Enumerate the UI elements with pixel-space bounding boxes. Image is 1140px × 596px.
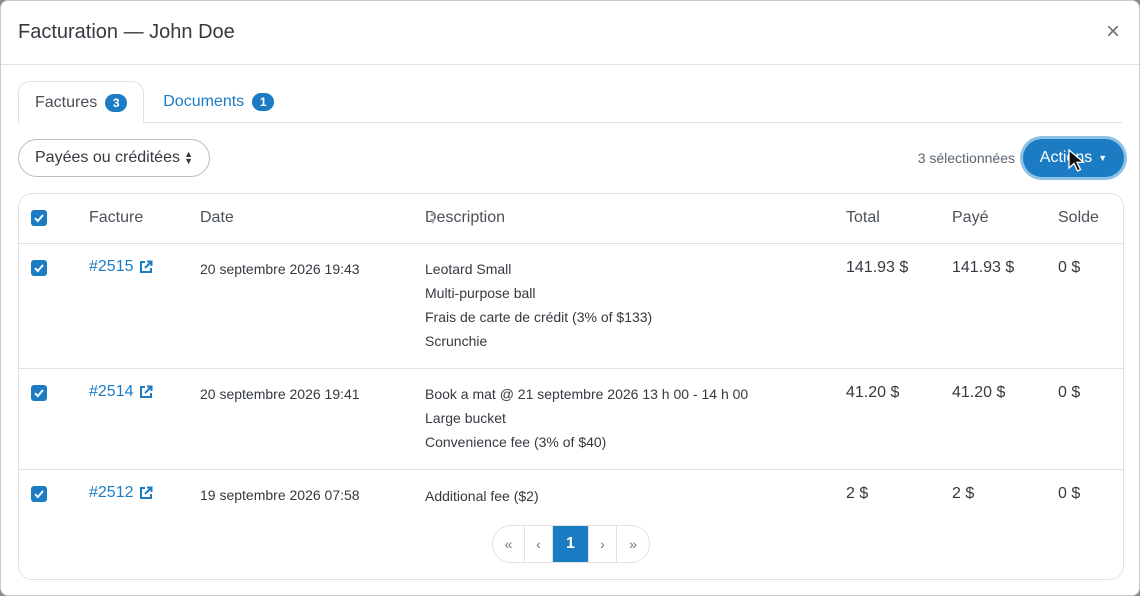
table-row: #2512 19 septembre 2026 07:58 Additional… [19, 469, 1123, 519]
paid-amount: 41.20 $ [952, 383, 1006, 401]
date-cell: 20 septembre 2026 19:43 [200, 243, 425, 369]
pagination-page-current[interactable]: 1 [553, 526, 589, 562]
total-cell: 41.20 $ [846, 368, 952, 470]
invoice-number: #2514 [89, 382, 134, 400]
row-checkbox-cell [19, 243, 89, 369]
description-line: Leotard Small [425, 260, 512, 277]
table-header-row: Facture Date ▲ ▼ Description Total Payé S… [19, 194, 1123, 244]
column-header-description: Description [425, 194, 846, 244]
description-cell: Additional fee ($2) [425, 469, 846, 519]
description-line: Convenience fee (3% of $40) [425, 433, 607, 450]
paid-cell: 2 $ [952, 469, 1058, 519]
check-icon [34, 489, 44, 498]
column-header-total: Total [846, 194, 952, 244]
total-cell: 141.93 $ [846, 243, 952, 369]
external-link-icon [139, 486, 152, 499]
description-line: Scrunchie [425, 332, 488, 349]
invoice-date: 20 septembre 2026 19:41 [200, 385, 360, 402]
tab-documents[interactable]: Documents 1 [146, 81, 291, 123]
pagination-first[interactable]: « [493, 526, 525, 562]
invoice-date: 19 septembre 2026 07:58 [200, 486, 360, 503]
description-line: Multi-purpose ball [425, 284, 536, 301]
invoice-link[interactable]: #2514 [89, 383, 153, 401]
invoice-cell: #2512 [89, 469, 200, 519]
selected-count: 3 sélectionnées [917, 150, 1015, 166]
balance-cell: 0 $ [1058, 243, 1123, 369]
balance-amount: 0 $ [1058, 258, 1081, 276]
description-line: Frais de carte de crédit (3% of $133) [425, 308, 653, 325]
invoice-cell: #2514 [89, 368, 200, 470]
invoice-date: 20 septembre 2026 19:43 [200, 260, 360, 277]
row-checkbox-cell [19, 368, 89, 470]
paid-cell: 41.20 $ [952, 368, 1058, 470]
description-line: Large bucket [425, 409, 506, 426]
description-cell: Book a mat @ 21 septembre 2026 13 h 00 -… [425, 368, 846, 470]
check-icon [34, 263, 44, 272]
pagination: « ‹ 1 › » [492, 525, 650, 563]
sort-caret-icon: ▲ ▼ [184, 149, 193, 166]
column-header-label: Date [200, 209, 234, 227]
total-amount: 41.20 $ [846, 383, 900, 401]
description-cell: Leotard Small Multi-purpose ball Frais d… [425, 243, 846, 369]
pagination-prev[interactable]: ‹ [525, 526, 553, 562]
tab-label: Factures [35, 93, 98, 111]
close-icon[interactable]: × [1105, 18, 1120, 45]
table-row: #2515 20 septembre 2026 19:43 Leotard Sm… [19, 243, 1123, 369]
mouse-cursor-icon [1068, 149, 1086, 172]
column-header-paid: Payé [952, 194, 1058, 244]
pagination-next[interactable]: › [589, 526, 617, 562]
description-line: Book a mat @ 21 septembre 2026 13 h 00 -… [425, 385, 749, 402]
select-all-cell [19, 194, 89, 244]
select-all-checkbox[interactable] [31, 209, 47, 226]
row-checkbox[interactable] [31, 485, 47, 502]
pagination-last[interactable]: » [629, 536, 637, 552]
external-link-icon [139, 260, 152, 273]
filter-value: Payées ou créditées [35, 149, 180, 166]
modal-title: Facturation — John Doe [18, 21, 235, 43]
invoice-number: #2512 [89, 483, 134, 501]
check-icon [34, 214, 44, 223]
invoice-link[interactable]: #2515 [89, 258, 153, 276]
balance-cell: 0 $ [1058, 368, 1123, 470]
tab-label: Documents [163, 93, 245, 110]
balance-cell: 0 $ [1058, 469, 1123, 519]
date-cell: 20 septembre 2026 19:41 [200, 368, 425, 470]
sort-icon: ▲ ▼ [428, 208, 438, 227]
external-link-icon [139, 385, 152, 398]
row-checkbox[interactable] [31, 384, 47, 401]
invoice-link[interactable]: #2512 [89, 484, 153, 502]
invoices-table: Facture Date ▲ ▼ Description Total Payé S… [19, 194, 1123, 519]
balance-amount: 0 $ [1058, 383, 1081, 401]
column-header-date[interactable]: Date ▲ ▼ [200, 194, 437, 244]
balance-amount: 0 $ [1058, 484, 1081, 502]
column-header-balance: Solde [1058, 194, 1123, 244]
column-header-invoice: Facture [89, 194, 200, 244]
total-cell: 2 $ [846, 469, 952, 519]
modal-header: Facturation — John Doe × [1, 1, 1139, 65]
invoice-number: #2515 [89, 257, 134, 275]
description-line: Additional fee ($2) [425, 487, 539, 504]
count-badge: 1 [252, 93, 275, 111]
date-cell: 19 septembre 2026 07:58 [200, 469, 425, 519]
row-checkbox[interactable] [31, 259, 47, 276]
paid-cell: 141.93 $ [952, 243, 1058, 369]
paid-amount: 141.93 $ [952, 258, 1015, 276]
invoices-table-card: Facture Date ▲ ▼ Description Total Payé S… [18, 193, 1124, 580]
tab-factures[interactable]: Factures 3 [18, 81, 145, 124]
total-amount: 2 $ [846, 484, 869, 502]
status-filter-select[interactable]: Payées ou créditées ▲ ▼ [18, 139, 210, 177]
invoice-cell: #2515 [89, 243, 200, 369]
row-checkbox-cell [19, 469, 89, 519]
tabs-bar: Factures 3 Documents 1 [18, 81, 1122, 124]
check-icon [34, 388, 44, 397]
count-badge: 3 [105, 93, 128, 112]
total-amount: 141.93 $ [846, 258, 909, 276]
chevron-down-icon: ▼ [1098, 153, 1108, 163]
paid-amount: 2 $ [952, 484, 975, 502]
table-row: #2514 20 septembre 2026 19:41 Book a mat… [19, 368, 1123, 470]
